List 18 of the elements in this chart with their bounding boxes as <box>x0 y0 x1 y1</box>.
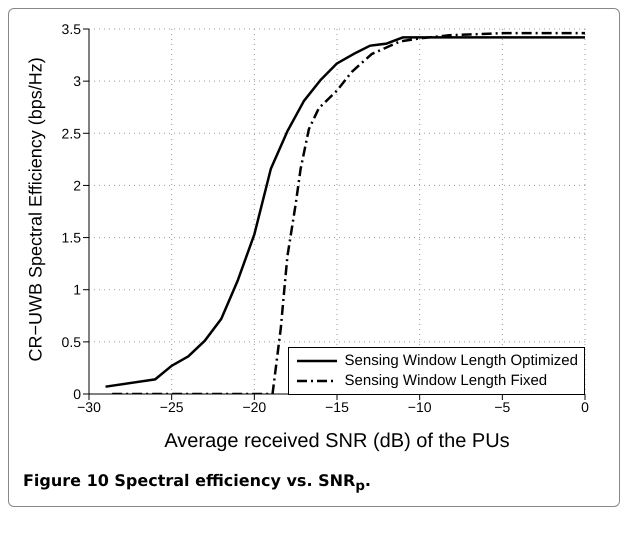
y-tick-label: 2 <box>73 177 82 194</box>
x-tick-label: 0 <box>581 398 590 415</box>
caption: Figure 10 Spectral efficiency vs. SNR$_{p}$. <box>22 470 372 496</box>
y-axis-title: CR−UWB Spectral Efficiency (bps/Hz) <box>25 57 46 362</box>
x-axis-title: Average received SNR (dB) of the PUs <box>164 430 510 452</box>
y-tick-label: 3.5 <box>62 20 82 37</box>
y-tick-label: 0.5 <box>62 334 82 350</box>
x-tick-label: −15 <box>325 398 350 415</box>
y-tick-label: 2.5 <box>62 125 82 142</box>
x-tick-label: −25 <box>160 398 184 415</box>
x-tick-label: −5 <box>494 398 511 415</box>
y-tick-label: 1 <box>73 282 82 298</box>
y-tick-label: 3 <box>73 73 82 90</box>
x-tick-label: −20 <box>242 398 266 415</box>
legend-label: Sensing Window Length Optimized <box>344 351 578 371</box>
x-tick-label: −10 <box>408 398 432 415</box>
legend-label: Sensing Window Length Fixed <box>344 371 548 391</box>
y-tick-label: 1.5 <box>62 230 82 246</box>
